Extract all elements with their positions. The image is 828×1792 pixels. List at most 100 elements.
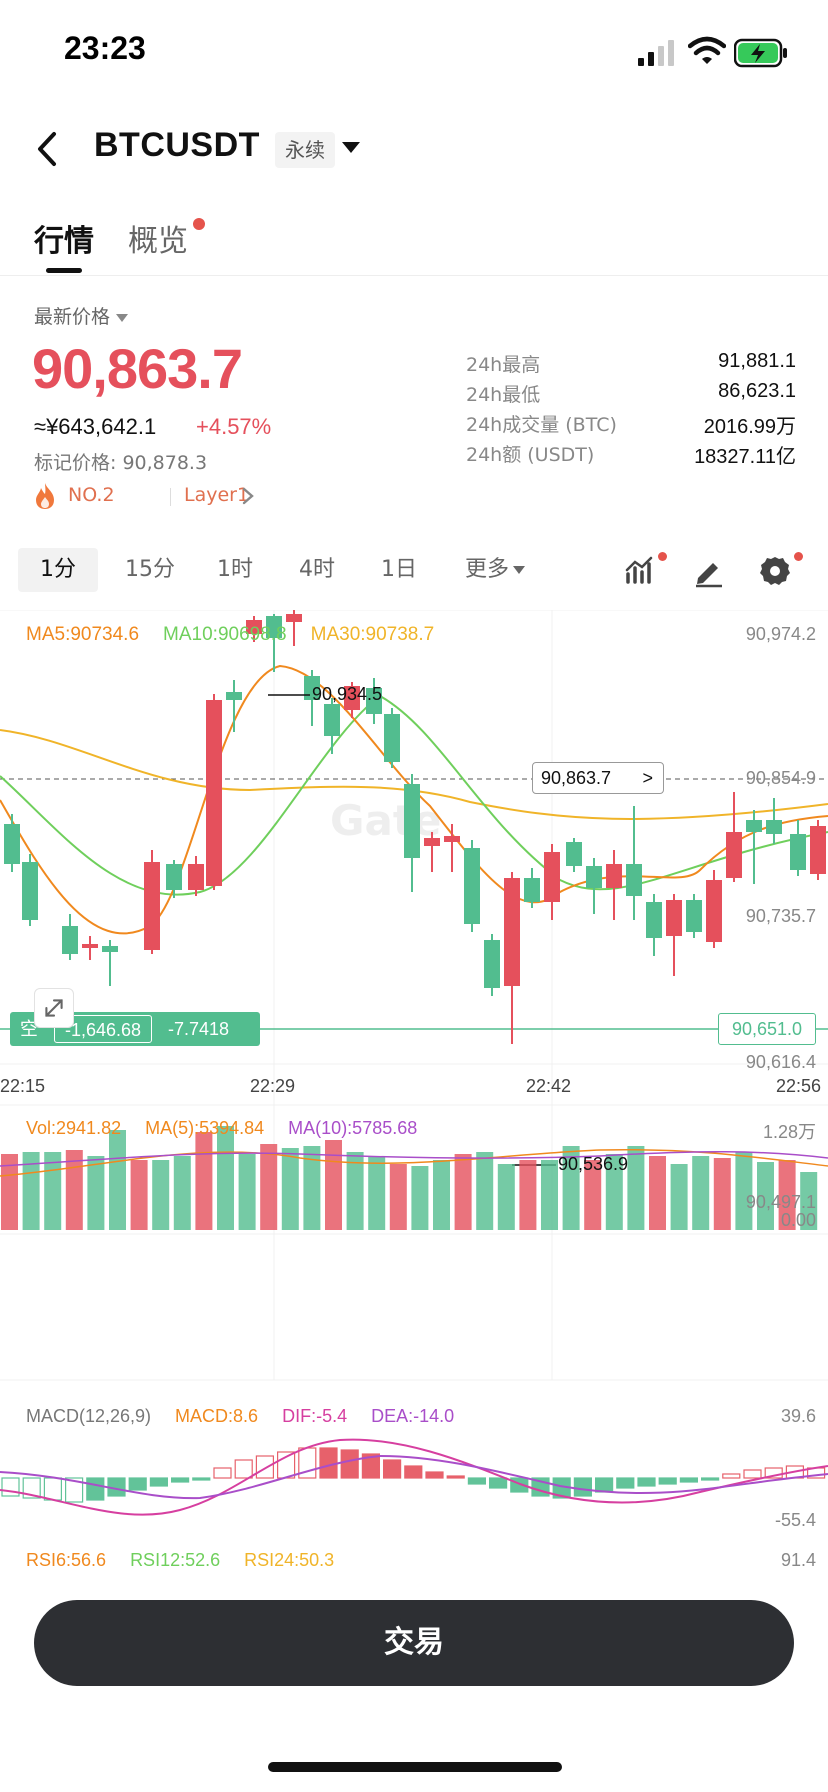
macd-histogram-bar [255,1455,274,1479]
battery-charging-icon [734,38,787,68]
volume-ma5: MA(5):5394.84 [145,1118,265,1138]
volume-ma10-line [0,1150,828,1167]
dea-value: DEA:-14.0 [371,1406,455,1426]
kline-chart[interactable]: Gate MA5:90734.6 MA10:90698.8 MA30:90738.7… [0,610,828,1590]
volume-bar [109,1130,126,1230]
macd-histogram-bar [64,1477,84,1503]
candle-body [444,836,460,842]
macd-histogram-bar [213,1467,232,1479]
volume-bar [778,1160,796,1230]
candle-body [686,900,702,932]
volume-axis-bottom: 0.00 [780,1210,816,1230]
interval-bar: 1分 15分 1时 4时 1日 更多 [0,540,828,596]
interval-1m[interactable]: 1分 [18,548,98,592]
latest-price-label[interactable]: 最新价格 [34,302,129,329]
pair-title[interactable]: BTCUSDT [94,126,260,164]
candle-body [384,714,400,762]
macd-histogram-bar [764,1467,783,1479]
last-price-tag[interactable]: 90,863.7 > [532,762,664,794]
settings-gear-icon[interactable] [758,554,792,588]
trade-button[interactable]: 交易 [34,1600,794,1686]
macd-histogram-bar [594,1477,614,1493]
candle-body [404,784,420,858]
position-side: 空 [20,1019,38,1039]
volume-bar [476,1152,494,1230]
indicator-icon[interactable] [624,554,658,588]
volume-bar [649,1156,666,1230]
volume-bar [238,1154,256,1230]
rsi-legend: RSI6:56.6 RSI12:52.6 RSI24:50.3 [26,1550,358,1571]
volume-bar [152,1160,170,1230]
mark-price: 标记价格: 90,878.3 [34,452,208,474]
back-arrow-icon[interactable] [30,124,66,174]
candle-body [810,826,826,874]
wifi-icon [688,36,726,64]
time-axis-label: 22:56 [776,1076,822,1096]
macd-histogram-bar [128,1477,147,1491]
macd-histogram-bar [722,1473,741,1479]
macd-histogram-bar [192,1477,211,1481]
stat-row: 24h额 (USDT) 18327.11亿 [466,440,796,470]
candle-body [324,704,340,736]
tab-overview[interactable]: 概览 [128,224,188,259]
macd-histogram-bar [383,1459,402,1479]
candle-body [266,616,282,638]
volume-bar [411,1166,429,1230]
candle-body [226,692,242,700]
y-axis-label: 90,854.9 [745,768,816,788]
notification-dot [193,218,205,230]
chevron-right-icon: > [642,768,653,788]
entry-price-tag: 90,651.0 [718,1013,816,1045]
watermark-logo: Gate [330,796,441,845]
interval-1h[interactable]: 1时 [217,557,253,582]
macd-histogram-bar [446,1475,465,1479]
caret-down-icon[interactable] [340,138,362,156]
fire-icon [36,483,54,509]
position-rate: -7.7418 [168,1019,230,1039]
interval-more[interactable]: 更多 [450,548,540,592]
interval-1d[interactable]: 1日 [381,557,417,582]
notification-dot [794,552,803,561]
high-price-label: 90,934.5 [312,684,383,704]
volume-bar [735,1152,753,1230]
macd-histogram-bar [637,1477,656,1487]
sector-tag: Layer1 [184,484,250,506]
candle-body [188,864,204,890]
volume-bar [389,1164,407,1230]
interval-15m[interactable]: 15分 [125,557,175,582]
chart-canvas[interactable]: Gate [0,610,828,1590]
draw-pencil-icon[interactable] [692,554,726,588]
candle-body [166,864,182,890]
candle-body [304,676,320,700]
candle-body [626,864,642,896]
grid [0,610,828,1381]
volume-bar [692,1156,710,1230]
macd-histogram-bar [616,1477,635,1489]
candle-body [544,852,560,902]
macd-histogram-bar [489,1477,508,1489]
status-bar: 23:23 [0,0,828,100]
tab-market[interactable]: 行情 [34,224,94,259]
rsi24-value: RSI24:50.3 [244,1550,335,1570]
interval-4h[interactable]: 4时 [299,557,335,582]
candle-body [82,944,98,948]
volume-bar [605,1154,623,1230]
macd-histogram-bar [86,1477,105,1501]
ma-legend: MA5:90734.6 MA10:90698.8 MA30:90738.7 [26,624,458,646]
stat-value: 91,881.1 [718,350,796,372]
y-axis-label: 90,497.1 [745,1192,816,1212]
candle-body [366,688,382,714]
home-indicator [268,1762,562,1772]
macd-histogram-bar [234,1459,253,1479]
candle-body [606,864,622,888]
stat-value: 86,623.1 [718,380,796,402]
caret-down-icon [513,566,525,574]
expand-icon[interactable] [34,988,74,1028]
volume-bar [281,1148,299,1230]
candle-body [4,824,20,864]
volume-bar [627,1146,645,1230]
volume-bar [800,1172,818,1230]
chevron-right-icon [242,487,254,505]
macd-legend: MACD(12,26,9) MACD:8.6 DIF:-5.4 DEA:-14.0 [26,1406,478,1427]
volume-bar [173,1156,191,1230]
